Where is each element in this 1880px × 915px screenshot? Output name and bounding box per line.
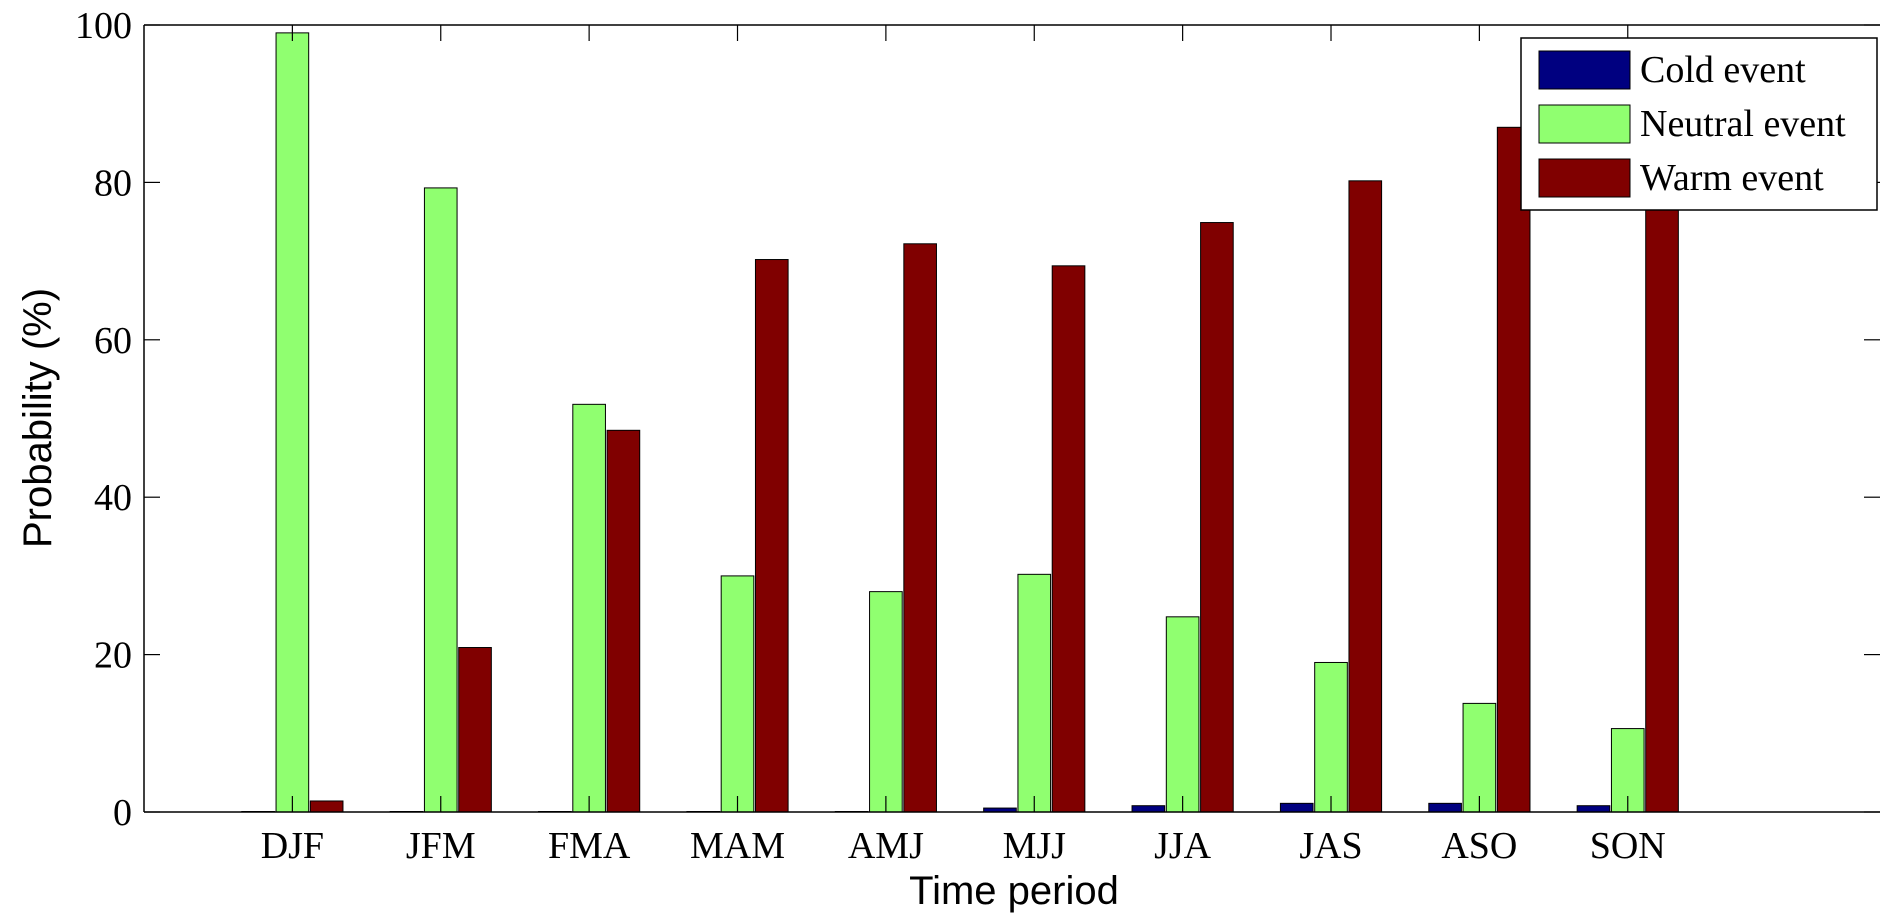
legend-label-neutral-event: Neutral event <box>1640 103 1846 145</box>
bar-neutral-event-amj <box>869 591 903 813</box>
bar-warm-event-jja <box>1200 222 1234 813</box>
x-tick-label-son: SON <box>1590 825 1666 867</box>
bar-neutral-event-jja <box>1165 616 1200 813</box>
bar-neutral-event-aso <box>1462 702 1497 813</box>
x-tick-label-mam: MAM <box>690 825 785 867</box>
bar-cold-event-jja <box>1131 805 1166 813</box>
x-tick-label-djf: DJF <box>261 825 324 867</box>
legend-swatch-neutral-event <box>1538 104 1631 144</box>
bar-warm-event-jfm <box>458 647 492 813</box>
y-axis-title: Probability (%) <box>16 288 60 548</box>
x-axis-title: Time period <box>909 869 1119 913</box>
bar-neutral-event-fma <box>572 403 606 813</box>
y-tick-label: 80 <box>94 162 132 204</box>
bar-neutral-event-djf <box>275 32 310 813</box>
bar-neutral-event-jfm <box>423 187 458 813</box>
bar-neutral-event-jas <box>1314 661 1348 813</box>
y-tick-label: 100 <box>75 5 132 47</box>
x-tick-label-amj: AMJ <box>848 825 924 867</box>
x-tick-label-fma: FMA <box>548 825 631 867</box>
y-tick-label: 40 <box>94 477 132 519</box>
bar-cold-event-jas <box>1279 802 1314 813</box>
bar-neutral-event-mjj <box>1017 573 1052 813</box>
bar-warm-event-amj <box>903 243 937 813</box>
bars-group <box>241 32 1679 813</box>
x-tick-label-jas: JAS <box>1299 825 1362 867</box>
y-tick-label: 0 <box>113 792 132 834</box>
bar-warm-event-djf <box>309 800 344 813</box>
bar-cold-event-son <box>1576 805 1611 813</box>
y-tick-label: 60 <box>94 320 132 362</box>
x-tick-label-jfm: JFM <box>406 825 476 867</box>
x-tick-label-mjj: MJJ <box>1003 825 1066 867</box>
legend-swatch-warm-event <box>1538 158 1631 198</box>
x-tick-label-aso: ASO <box>1441 825 1517 867</box>
y-tick-label: 20 <box>94 635 132 677</box>
legend-swatch-cold-event <box>1538 50 1631 90</box>
y-axis: 0 20 40 60 80 100 <box>75 5 1880 834</box>
bar-warm-event-son <box>1645 118 1679 813</box>
bar-warm-event-mjj <box>1051 265 1086 813</box>
bar-warm-event-jas <box>1348 180 1383 813</box>
bar-warm-event-mam <box>754 259 789 813</box>
legend-label-warm-event: Warm event <box>1640 157 1824 199</box>
legend-label-cold-event: Cold event <box>1640 49 1806 91</box>
x-axis: DJF JFM FMA MAM AMJ MJJ JJA JAS ASO SON <box>261 25 1666 867</box>
bar-neutral-event-mam <box>720 575 755 813</box>
bar-warm-event-aso <box>1496 126 1531 813</box>
legend: Cold event Neutral event Warm event <box>1520 37 1878 211</box>
bar-warm-event-fma <box>606 429 641 813</box>
bar-cold-event-aso <box>1428 802 1462 813</box>
x-tick-label-jja: JJA <box>1154 825 1212 867</box>
